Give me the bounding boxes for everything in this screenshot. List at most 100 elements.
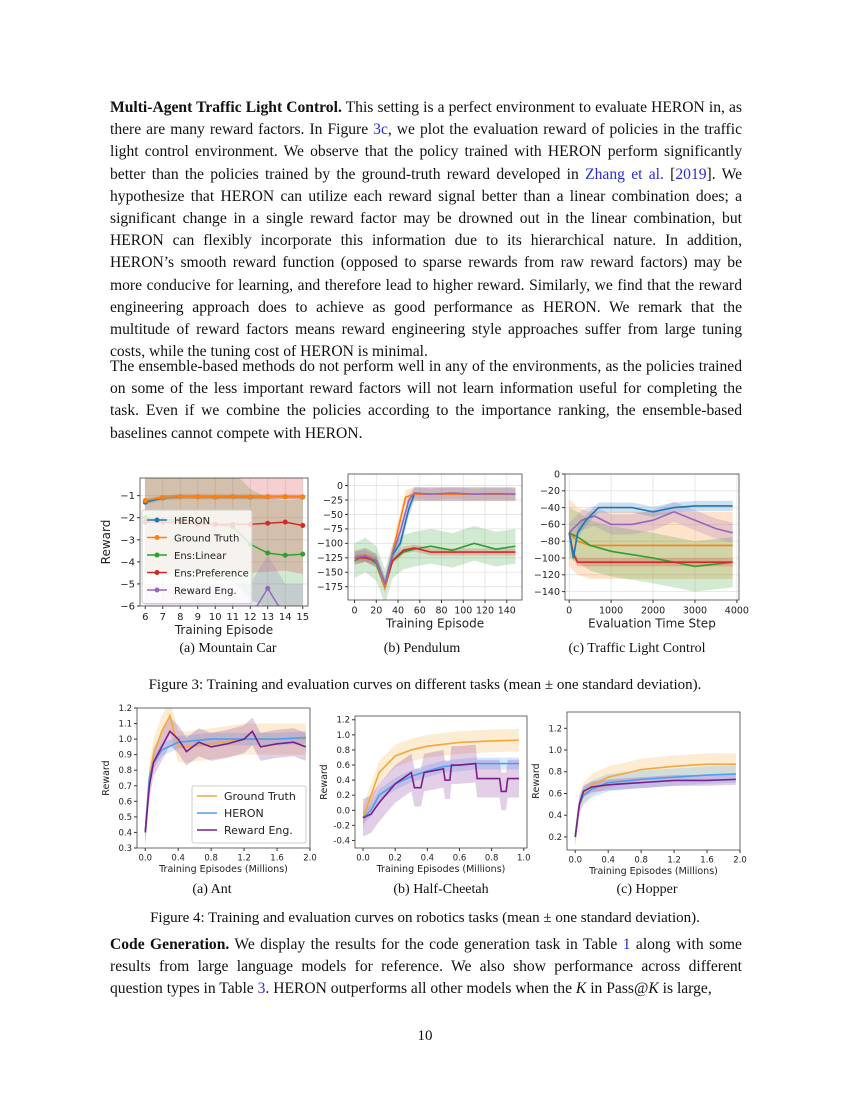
text: ]. We hypothesize that HERON can utilize… [110,165,742,361]
y-tick-label: 1.2 [118,704,132,714]
y-tick-label: 0.0 [336,806,350,816]
x-tick-label: 0.0 [568,856,582,866]
paragraph-heading: Multi-Agent Traffic Light Control. [110,99,342,116]
axes-frame [566,711,741,851]
data-point [265,520,271,526]
y-tick-label: −100 [534,553,560,564]
x-tick-label: 80 [435,606,447,617]
y-tick-label: 0 [554,469,560,480]
y-tick-label: 1.0 [118,735,132,745]
x-tick-label: 1000 [599,606,623,617]
subcaption-half-cheetah: (b) Half-Cheetah [393,882,489,897]
data-point [300,494,306,500]
y-tick-label: −75 [323,524,343,535]
chart-traffic-light: 0 1000 2000 3000 4000 0 −20 −40 −60 −80 −100 −120 −1… [534,469,749,630]
band-heron [569,500,733,564]
subcaption-pendulum: (b) Pendulum [383,641,461,656]
x-axis-label: Training Episodes (Millions) [158,864,288,875]
paragraph-ensemble: The ensemble-based methods do not perfor… [110,358,742,442]
x-tick-label: 14 [279,612,292,623]
x-tick-label: 0 [566,606,572,617]
x-tick-label: 0.4 [421,854,435,864]
legend-marker [154,570,160,575]
data-point [160,494,166,500]
series-line-ground-truth [145,496,303,502]
x-tick-label: 9 [195,612,201,623]
legend-marker [154,587,160,593]
series-line-ground-truth [568,532,733,547]
x-tick-label: 11 [226,612,239,623]
series-line-reward-eng- [144,730,307,833]
y-tick-label: −125 [317,553,343,564]
subcaption-ant: (a) Ant [192,882,232,897]
x-tick-label: 8 [177,612,183,623]
data-point [195,494,201,500]
y-tick-label: −140 [534,587,560,598]
y-tick-label: 0.2 [336,791,350,801]
y-tick-label: −25 [323,495,343,506]
y-tick-label: 1.0 [336,731,350,741]
text: in Pass@ [586,980,649,998]
citation-year-link[interactable]: 2019 [675,165,707,183]
y-tick-label: −20 [540,486,560,497]
x-tick-label: 60 [414,606,426,617]
y-tick-label: 0.7 [118,782,132,792]
legend-marker [154,517,160,523]
table-link[interactable]: 3 [257,980,266,998]
text: [ [663,165,676,183]
text: is large, [658,980,712,998]
chart-pendulum: 0 20 40 60 80 100 120 140 0 −25 −50 −75 −100 −125 −150… [317,473,523,631]
y-tick-label: 0.6 [548,789,562,799]
y-tick-label: -0.4 [333,836,350,846]
y-tick-label: −4 [120,557,135,568]
paragraph-code-generation: Code Generation. We display the results … [110,934,742,1001]
table-link[interactable]: 1 [622,936,631,953]
legend-label: Reward Eng. [174,586,237,597]
legend-box [141,509,253,604]
citation-link[interactable]: Zhang et al. [585,165,664,183]
data-point [282,494,288,500]
chart-mountain-car: 6 7 8 9 10 11 12 13 14 15 −1 −2 −3 −4 −5 −6 Training Epi… [99,477,309,637]
x-tick-label: 6 [142,612,148,623]
y-tick-label: 0.8 [548,768,562,778]
y-axis-label: Reward [101,760,112,795]
x-tick-label: 13 [261,612,274,623]
figure3-caption: Figure 3: Training and evaluation curves… [148,677,702,693]
figure-link[interactable]: 3c [373,121,388,139]
x-tick-label: 1.0 [517,854,531,864]
x-tick-label: 0.6 [453,854,467,864]
band-reward-eng- [363,744,519,837]
series-line-heron [144,736,306,833]
series-line-heron [568,505,733,559]
y-tick-label: −3 [120,535,135,546]
y-tick-label: −2 [120,513,135,524]
x-tick-label: 7 [160,612,166,623]
data-point [230,494,236,500]
band-ens-preference [354,544,516,591]
x-axis-label: Training Episode [385,617,484,631]
x-tick-label: 10 [209,612,222,623]
y-tick-label: 0.4 [118,828,132,838]
band-heron [575,765,736,846]
x-axis-label: Training Episode [174,623,273,637]
legend-label: Ens:Linear [174,551,227,562]
y-tick-label: 0.4 [336,776,350,786]
y-tick-label: −1 [120,491,135,502]
legend: HERON Ground Truth Ens:Linear Ens:Preferenc… [141,509,253,604]
y-tick-label: 1.0 [548,746,562,756]
x-axis-label: Training Episodes (Millions) [376,864,506,875]
legend-label: Ens:Preference [174,569,249,580]
figure4-caption: Figure 4: Training and evaluation curves… [150,910,700,926]
y-tick-label: 0.2 [548,833,562,843]
data-point [300,551,306,557]
y-tick-label: −80 [540,537,560,548]
x-axis-label: Training Episodes (Millions) [588,866,718,877]
legend-marker [154,552,160,558]
x-tick-label: 0.2 [388,854,402,864]
y-tick-label: 0.5 [118,813,132,823]
axes-frame [139,477,309,607]
series-line-reward-eng- [354,492,516,587]
x-tick-label: 1.6 [270,854,284,864]
legend-label: Ground Truth [224,790,296,803]
legend: Ground Truth HERON Reward Eng. [191,785,307,844]
